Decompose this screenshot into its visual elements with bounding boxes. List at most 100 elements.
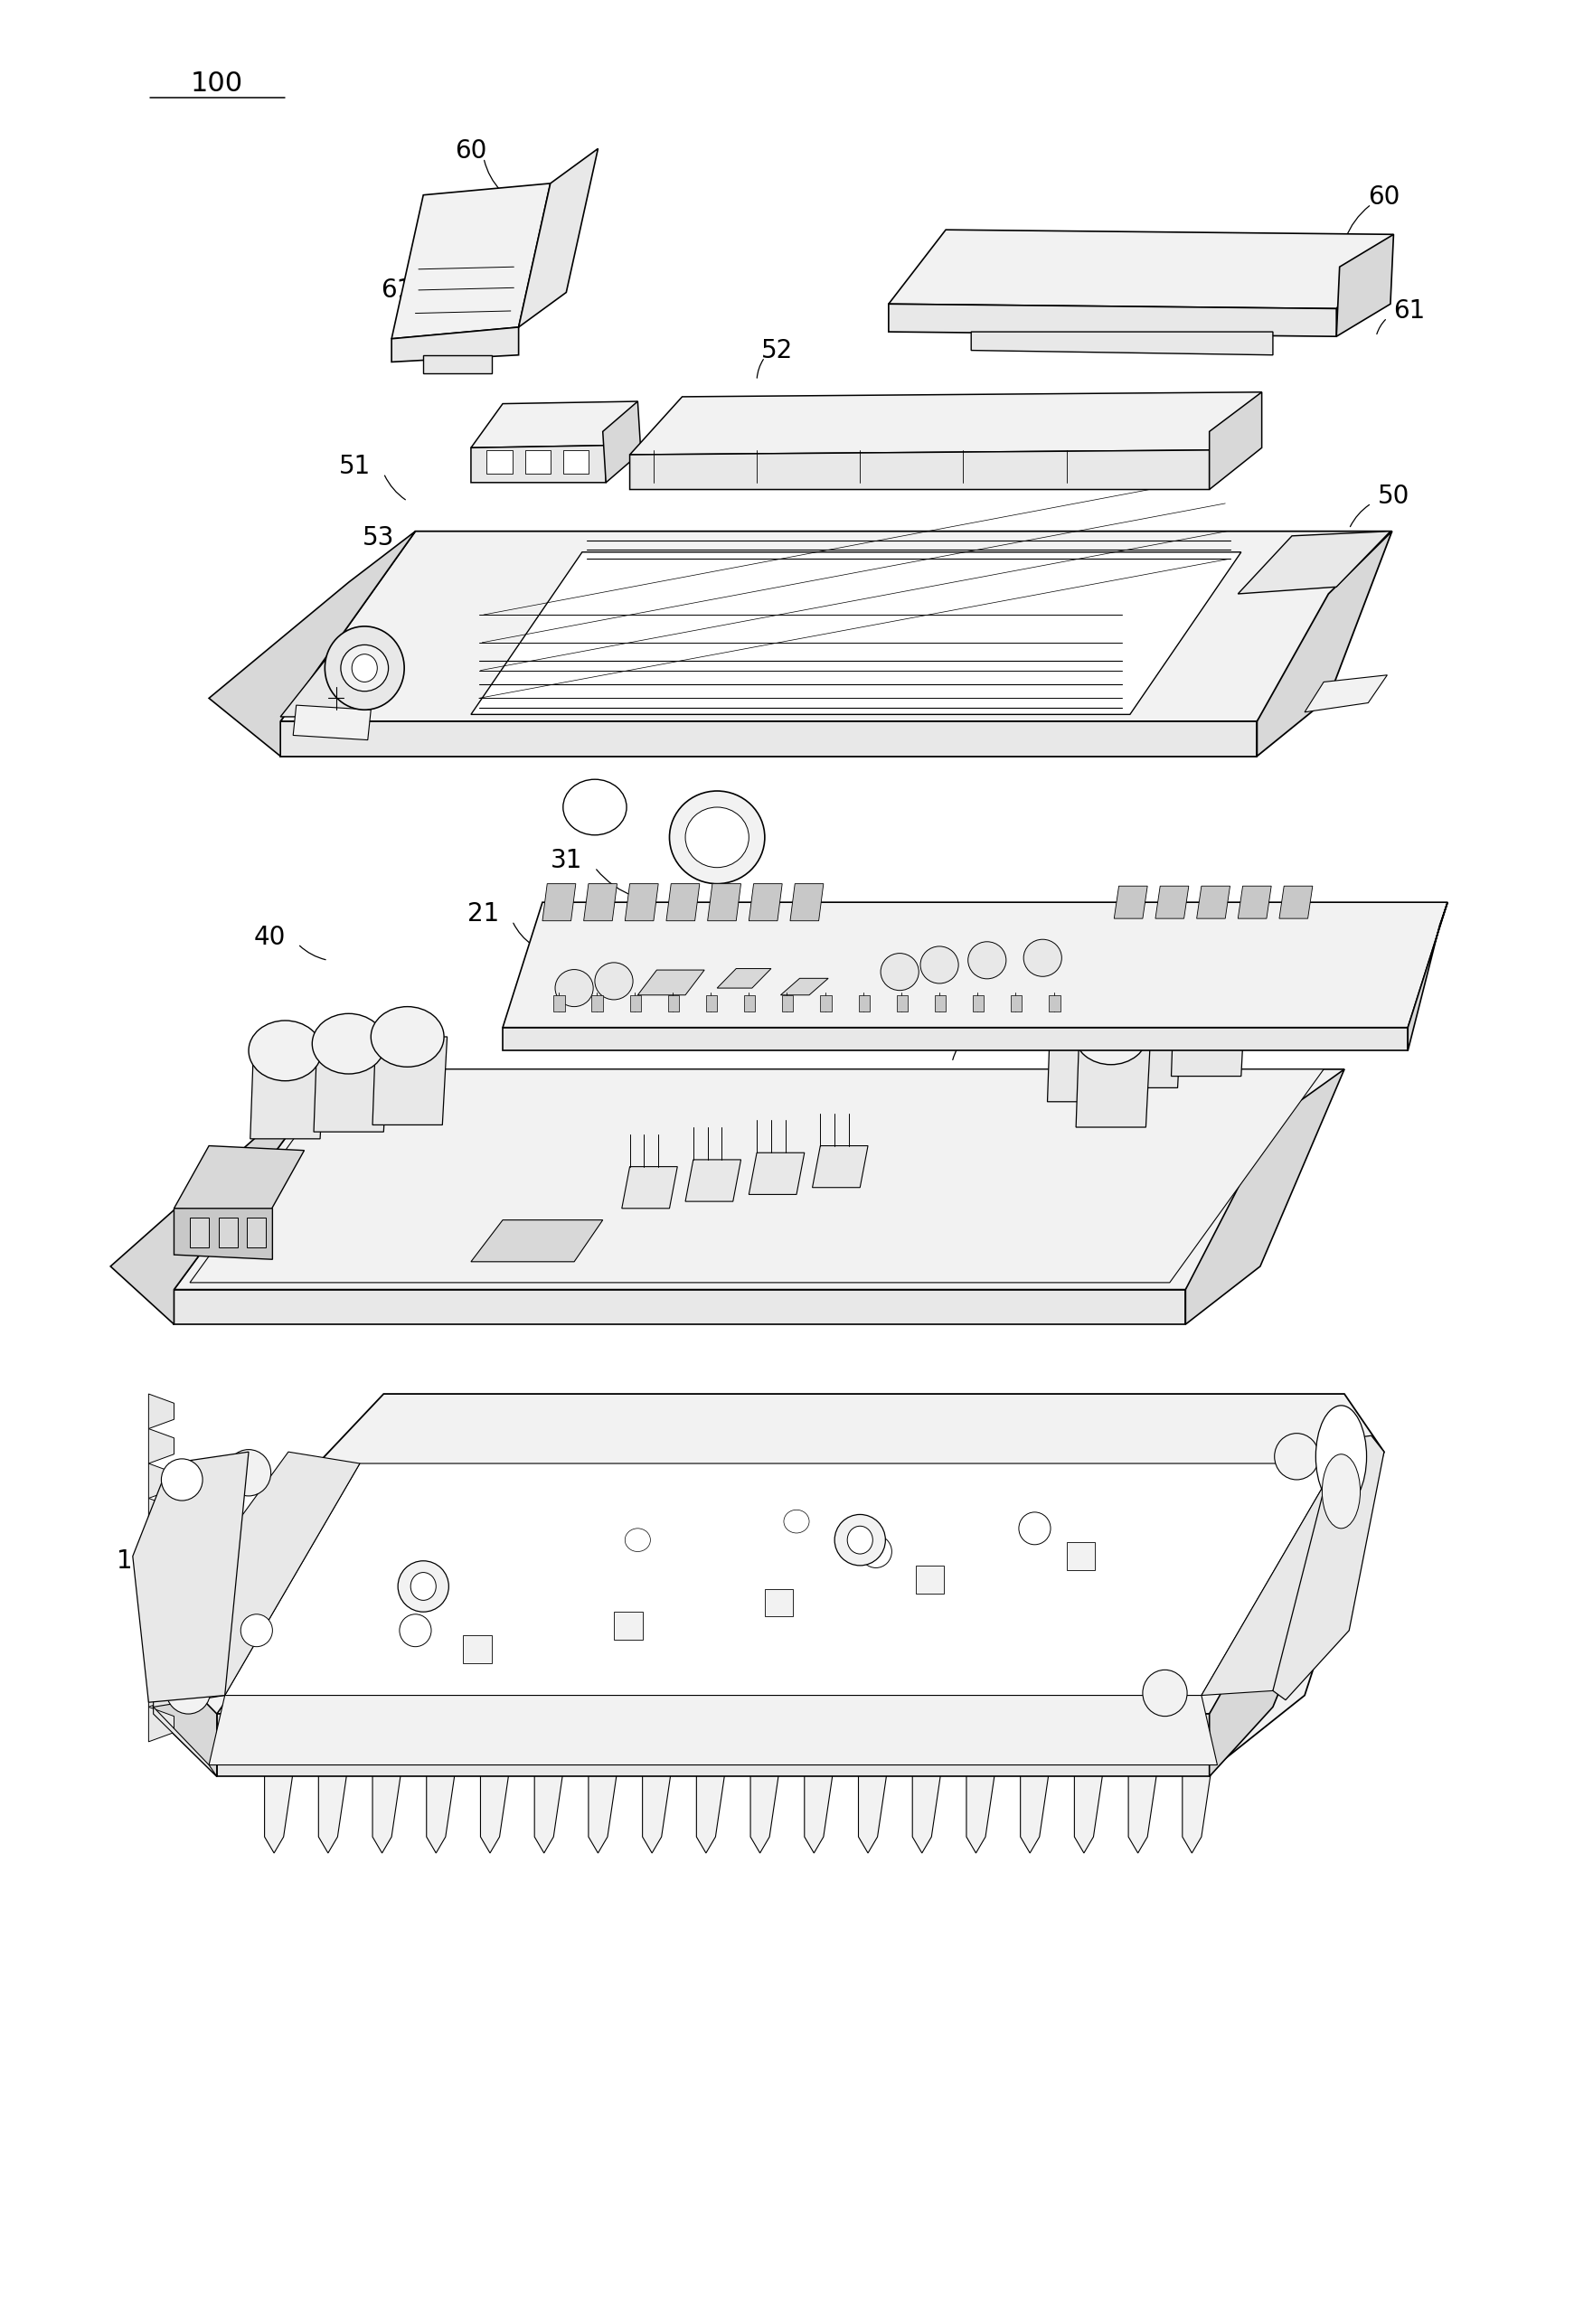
Polygon shape — [717, 969, 771, 988]
Polygon shape — [1075, 1034, 1150, 1127]
Ellipse shape — [226, 1450, 271, 1497]
Text: 12: 12 — [566, 1717, 597, 1743]
Bar — [706, 995, 717, 1011]
Polygon shape — [314, 1043, 389, 1132]
Polygon shape — [666, 883, 699, 920]
Polygon shape — [373, 1771, 401, 1852]
Text: 60: 60 — [1368, 184, 1400, 209]
Ellipse shape — [371, 1006, 444, 1067]
Ellipse shape — [624, 1529, 650, 1552]
Polygon shape — [481, 1771, 510, 1852]
Ellipse shape — [881, 953, 919, 990]
Bar — [553, 995, 564, 1011]
Polygon shape — [174, 1069, 1344, 1290]
Ellipse shape — [1074, 1004, 1147, 1064]
Polygon shape — [1279, 885, 1313, 918]
Polygon shape — [148, 1569, 174, 1604]
Ellipse shape — [1169, 953, 1243, 1013]
Ellipse shape — [161, 1459, 202, 1501]
Text: 20: 20 — [363, 1181, 395, 1204]
Polygon shape — [1238, 885, 1271, 918]
Text: 23: 23 — [984, 1232, 1016, 1257]
Text: 22: 22 — [1276, 1090, 1308, 1116]
Bar — [859, 995, 870, 1011]
Ellipse shape — [1024, 939, 1061, 976]
Polygon shape — [280, 655, 400, 716]
Polygon shape — [472, 1220, 602, 1262]
Bar — [935, 995, 946, 1011]
Polygon shape — [519, 149, 597, 328]
Text: 61: 61 — [381, 277, 413, 302]
Polygon shape — [1185, 1069, 1344, 1325]
Polygon shape — [790, 883, 824, 920]
Ellipse shape — [1020, 1513, 1050, 1545]
Polygon shape — [209, 532, 416, 755]
Polygon shape — [148, 1638, 174, 1673]
Bar — [629, 995, 640, 1011]
Text: 24: 24 — [948, 1018, 980, 1043]
Polygon shape — [373, 1037, 448, 1125]
Ellipse shape — [1106, 964, 1179, 1025]
Polygon shape — [217, 1476, 1368, 1713]
Text: 61: 61 — [1394, 297, 1426, 323]
Text: 100: 100 — [191, 70, 244, 98]
Polygon shape — [1021, 1771, 1048, 1852]
Polygon shape — [464, 1636, 492, 1664]
Polygon shape — [148, 1673, 174, 1706]
Polygon shape — [190, 1069, 1324, 1283]
Polygon shape — [1155, 885, 1188, 918]
Bar — [1012, 995, 1023, 1011]
Polygon shape — [472, 402, 637, 449]
Polygon shape — [812, 1146, 868, 1188]
Bar — [526, 451, 550, 474]
Ellipse shape — [325, 625, 405, 709]
Polygon shape — [1074, 1771, 1102, 1852]
Polygon shape — [1196, 885, 1230, 918]
Polygon shape — [148, 1429, 174, 1464]
Polygon shape — [1066, 1543, 1094, 1571]
Polygon shape — [707, 883, 741, 920]
Polygon shape — [148, 1706, 174, 1741]
Polygon shape — [543, 883, 575, 920]
Polygon shape — [624, 883, 658, 920]
Polygon shape — [637, 969, 704, 995]
Text: 533: 533 — [586, 653, 634, 679]
Ellipse shape — [562, 779, 626, 834]
Polygon shape — [472, 553, 1241, 713]
Text: 11: 11 — [116, 1548, 148, 1573]
Polygon shape — [217, 1713, 1209, 1776]
Polygon shape — [1201, 1452, 1384, 1697]
Polygon shape — [174, 1146, 304, 1213]
Polygon shape — [1257, 532, 1392, 755]
Polygon shape — [1114, 885, 1147, 918]
Polygon shape — [209, 1697, 1217, 1764]
Bar — [190, 1218, 209, 1248]
Polygon shape — [583, 883, 616, 920]
Polygon shape — [250, 1050, 325, 1139]
Ellipse shape — [249, 1020, 322, 1081]
Polygon shape — [148, 1394, 174, 1429]
Polygon shape — [503, 1027, 1408, 1050]
Polygon shape — [153, 1394, 1384, 1764]
Ellipse shape — [847, 1527, 873, 1555]
Polygon shape — [1182, 1771, 1211, 1852]
Polygon shape — [804, 1771, 833, 1852]
Text: 51: 51 — [1193, 672, 1225, 697]
Polygon shape — [629, 451, 1209, 490]
Polygon shape — [781, 978, 828, 995]
Text: 40: 40 — [812, 1202, 844, 1225]
Text: 60: 60 — [456, 137, 487, 163]
Polygon shape — [472, 446, 605, 483]
Polygon shape — [153, 1452, 360, 1706]
Polygon shape — [967, 1771, 996, 1852]
Bar — [820, 995, 832, 1011]
Bar — [744, 995, 755, 1011]
Polygon shape — [1048, 1009, 1121, 1102]
Text: 31: 31 — [550, 848, 581, 874]
Bar — [667, 995, 679, 1011]
Polygon shape — [392, 328, 519, 363]
Polygon shape — [889, 304, 1337, 337]
Ellipse shape — [1047, 978, 1118, 1039]
Polygon shape — [264, 1771, 293, 1852]
Text: 531: 531 — [357, 586, 405, 611]
